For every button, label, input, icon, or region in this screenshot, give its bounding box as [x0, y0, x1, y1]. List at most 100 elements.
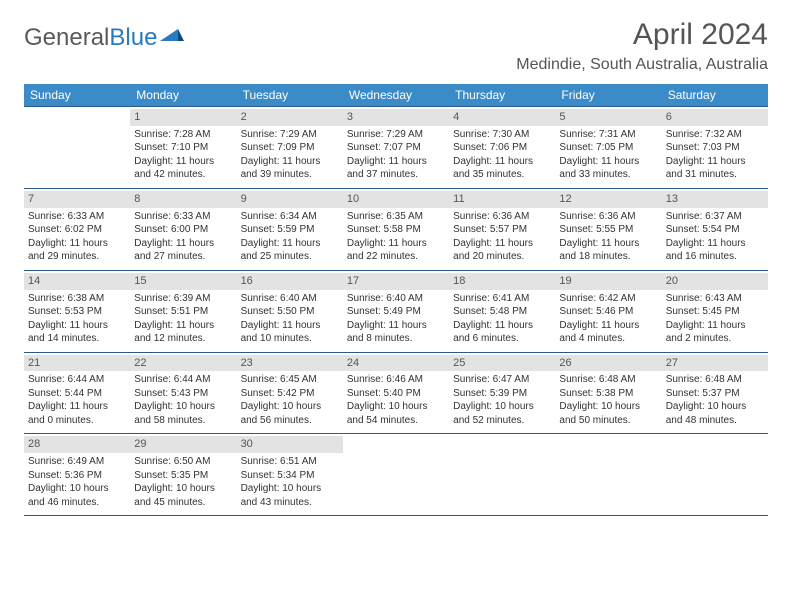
sunset-line: Sunset: 5:34 PM	[241, 469, 339, 483]
daylight-line: Daylight: 10 hours and 46 minutes.	[28, 482, 126, 509]
calendar-day-cell: 23Sunrise: 6:45 AMSunset: 5:42 PMDayligh…	[237, 353, 343, 434]
day-number: 30	[237, 436, 343, 453]
calendar-day-cell: 29Sunrise: 6:50 AMSunset: 5:35 PMDayligh…	[130, 434, 236, 515]
weekday-header-row: SundayMondayTuesdayWednesdayThursdayFrid…	[24, 84, 768, 106]
calendar-day-cell: 8Sunrise: 6:33 AMSunset: 6:00 PMDaylight…	[130, 189, 236, 270]
daylight-line: Daylight: 11 hours and 37 minutes.	[347, 155, 445, 182]
sunset-line: Sunset: 5:35 PM	[134, 469, 232, 483]
calendar-day-cell: 4Sunrise: 7:30 AMSunset: 7:06 PMDaylight…	[449, 107, 555, 188]
sunrise-line: Sunrise: 6:35 AM	[347, 210, 445, 224]
daylight-line: Daylight: 11 hours and 18 minutes.	[559, 237, 657, 264]
calendar-day-cell: 26Sunrise: 6:48 AMSunset: 5:38 PMDayligh…	[555, 353, 661, 434]
day-number: 14	[24, 273, 130, 290]
sunset-line: Sunset: 5:48 PM	[453, 305, 551, 319]
calendar-day-cell: 25Sunrise: 6:47 AMSunset: 5:39 PMDayligh…	[449, 353, 555, 434]
sunrise-line: Sunrise: 6:37 AM	[666, 210, 764, 224]
calendar-day-cell: 16Sunrise: 6:40 AMSunset: 5:50 PMDayligh…	[237, 271, 343, 352]
calendar-day-cell: 14Sunrise: 6:38 AMSunset: 5:53 PMDayligh…	[24, 271, 130, 352]
sunrise-line: Sunrise: 7:31 AM	[559, 128, 657, 142]
day-number: 2	[237, 109, 343, 126]
calendar-day-cell: 28Sunrise: 6:49 AMSunset: 5:36 PMDayligh…	[24, 434, 130, 515]
weekday-header: Thursday	[449, 84, 555, 106]
calendar-day-cell: 12Sunrise: 6:36 AMSunset: 5:55 PMDayligh…	[555, 189, 661, 270]
weekday-header: Monday	[130, 84, 236, 106]
daylight-line: Daylight: 11 hours and 39 minutes.	[241, 155, 339, 182]
sunrise-line: Sunrise: 7:30 AM	[453, 128, 551, 142]
day-number: 21	[24, 355, 130, 372]
daylight-line: Daylight: 11 hours and 29 minutes.	[28, 237, 126, 264]
sunset-line: Sunset: 5:45 PM	[666, 305, 764, 319]
day-number: 8	[130, 191, 236, 208]
sunset-line: Sunset: 6:02 PM	[28, 223, 126, 237]
sunset-line: Sunset: 6:00 PM	[134, 223, 232, 237]
calendar-day-cell: 3Sunrise: 7:29 AMSunset: 7:07 PMDaylight…	[343, 107, 449, 188]
daylight-line: Daylight: 11 hours and 8 minutes.	[347, 319, 445, 346]
weekday-header: Wednesday	[343, 84, 449, 106]
daylight-line: Daylight: 11 hours and 33 minutes.	[559, 155, 657, 182]
sunset-line: Sunset: 7:05 PM	[559, 141, 657, 155]
calendar-day-cell: 2Sunrise: 7:29 AMSunset: 7:09 PMDaylight…	[237, 107, 343, 188]
day-number: 13	[662, 191, 768, 208]
sunrise-line: Sunrise: 6:38 AM	[28, 292, 126, 306]
daylight-line: Daylight: 11 hours and 22 minutes.	[347, 237, 445, 264]
calendar-day-cell: 9Sunrise: 6:34 AMSunset: 5:59 PMDaylight…	[237, 189, 343, 270]
sunrise-line: Sunrise: 6:47 AM	[453, 373, 551, 387]
daylight-line: Daylight: 11 hours and 4 minutes.	[559, 319, 657, 346]
day-number: 12	[555, 191, 661, 208]
sunrise-line: Sunrise: 6:41 AM	[453, 292, 551, 306]
sunrise-line: Sunrise: 6:49 AM	[28, 455, 126, 469]
weekday-header: Friday	[555, 84, 661, 106]
sunrise-line: Sunrise: 6:40 AM	[241, 292, 339, 306]
brand-logo: GeneralBlue	[24, 24, 184, 52]
sunset-line: Sunset: 7:10 PM	[134, 141, 232, 155]
daylight-line: Daylight: 11 hours and 2 minutes.	[666, 319, 764, 346]
sunset-line: Sunset: 5:58 PM	[347, 223, 445, 237]
sunrise-line: Sunrise: 6:34 AM	[241, 210, 339, 224]
calendar-day-cell: .	[24, 107, 130, 188]
sunset-line: Sunset: 5:55 PM	[559, 223, 657, 237]
calendar-day-cell: 24Sunrise: 6:46 AMSunset: 5:40 PMDayligh…	[343, 353, 449, 434]
day-number: 19	[555, 273, 661, 290]
sunset-line: Sunset: 5:46 PM	[559, 305, 657, 319]
sunset-line: Sunset: 7:09 PM	[241, 141, 339, 155]
calendar-day-cell: 6Sunrise: 7:32 AMSunset: 7:03 PMDaylight…	[662, 107, 768, 188]
calendar-day-cell: 15Sunrise: 6:39 AMSunset: 5:51 PMDayligh…	[130, 271, 236, 352]
calendar-day-cell: 20Sunrise: 6:43 AMSunset: 5:45 PMDayligh…	[662, 271, 768, 352]
daylight-line: Daylight: 11 hours and 31 minutes.	[666, 155, 764, 182]
calendar-day-cell: 18Sunrise: 6:41 AMSunset: 5:48 PMDayligh…	[449, 271, 555, 352]
sunset-line: Sunset: 5:36 PM	[28, 469, 126, 483]
sunrise-line: Sunrise: 7:29 AM	[347, 128, 445, 142]
calendar-day-cell: 10 Sunrise: 6:35 AMSunset: 5:58 PMDayligh…	[343, 189, 449, 270]
sunrise-line: Sunrise: 6:51 AM	[241, 455, 339, 469]
day-number: 29	[130, 436, 236, 453]
calendar-week: 28Sunrise: 6:49 AMSunset: 5:36 PMDayligh…	[24, 434, 768, 516]
sunrise-line: Sunrise: 6:44 AM	[134, 373, 232, 387]
weekday-header: Sunday	[24, 84, 130, 106]
sunset-line: Sunset: 5:53 PM	[28, 305, 126, 319]
day-number: 10	[343, 191, 449, 208]
calendar-day-cell: 19Sunrise: 6:42 AMSunset: 5:46 PMDayligh…	[555, 271, 661, 352]
calendar: SundayMondayTuesdayWednesdayThursdayFrid…	[24, 84, 768, 516]
sunrise-line: Sunrise: 6:39 AM	[134, 292, 232, 306]
daylight-line: Daylight: 11 hours and 6 minutes.	[453, 319, 551, 346]
brand-mark-icon	[160, 24, 184, 52]
sunrise-line: Sunrise: 6:43 AM	[666, 292, 764, 306]
daylight-line: Daylight: 11 hours and 20 minutes.	[453, 237, 551, 264]
brand-part2: Blue	[109, 24, 157, 52]
sunset-line: Sunset: 5:40 PM	[347, 387, 445, 401]
brand-part1: General	[24, 24, 109, 52]
sunrise-line: Sunrise: 6:45 AM	[241, 373, 339, 387]
day-number: 6	[662, 109, 768, 126]
sunrise-line: Sunrise: 6:48 AM	[666, 373, 764, 387]
calendar-week: 7Sunrise: 6:33 AMSunset: 6:02 PMDaylight…	[24, 189, 768, 271]
calendar-day-cell: 7Sunrise: 6:33 AMSunset: 6:02 PMDaylight…	[24, 189, 130, 270]
header: GeneralBlue April 2024 Medindie, South A…	[24, 18, 768, 74]
weekday-header: Saturday	[662, 84, 768, 106]
daylight-line: Daylight: 10 hours and 50 minutes.	[559, 400, 657, 427]
sunset-line: Sunset: 5:42 PM	[241, 387, 339, 401]
daylight-line: Daylight: 11 hours and 25 minutes.	[241, 237, 339, 264]
sunrise-line: Sunrise: 6:48 AM	[559, 373, 657, 387]
daylight-line: Daylight: 11 hours and 10 minutes.	[241, 319, 339, 346]
daylight-line: Daylight: 11 hours and 35 minutes.	[453, 155, 551, 182]
weekday-header: Tuesday	[237, 84, 343, 106]
